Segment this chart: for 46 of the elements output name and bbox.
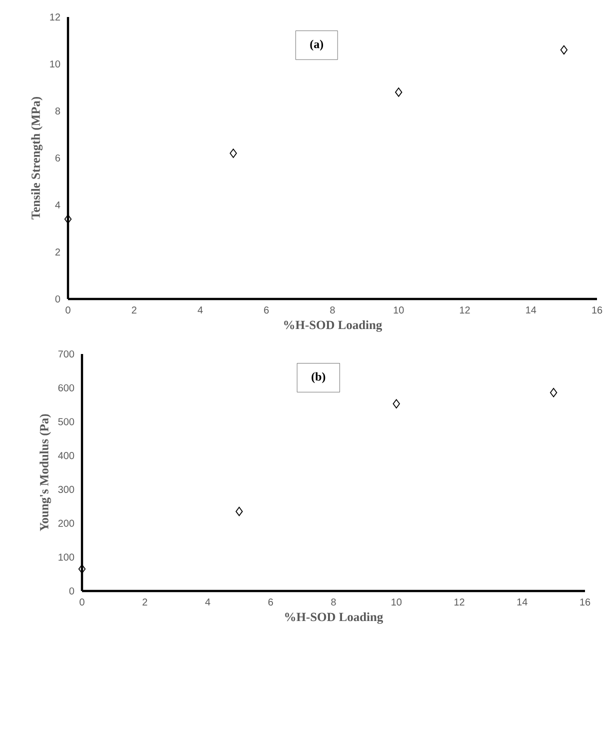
y-tick-label: 4 (55, 202, 60, 208)
y-tick-label: 700 (58, 350, 74, 358)
y-tick-label: 0 (69, 587, 74, 595)
x-axis-title: %H-SOD Loading (285, 612, 384, 624)
x-tick-label: 6 (264, 306, 269, 314)
x-tick-label: 6 (268, 598, 273, 606)
y-tick-label: 10 (50, 60, 60, 68)
y-tick-label: 500 (58, 418, 74, 426)
point (392, 399, 400, 408)
x-tick-label: 14 (526, 306, 536, 314)
point (395, 88, 402, 97)
x-tick-label: 12 (460, 306, 470, 314)
y-tick-label: 300 (58, 486, 74, 493)
y-axis-title: Young's Modulus (Pa) (40, 414, 52, 532)
x-tick-label: 10 (392, 598, 402, 606)
x-tick-label: 16 (580, 598, 590, 606)
x-tick-label: 2 (142, 598, 148, 606)
annotation: (a) (310, 40, 324, 51)
y-axis-title: Tensile Strength (MPa) (31, 96, 43, 220)
y-tick-label: 600 (58, 384, 74, 392)
y-tick-label: 8 (55, 107, 60, 115)
x-tick-label: 4 (205, 598, 210, 606)
x-tick-label: 2 (132, 306, 136, 314)
y-tick-label: 12 (50, 14, 60, 20)
x-tick-label: 14 (517, 598, 528, 606)
x-tick-label: 0 (80, 598, 84, 606)
x-tick-label: 10 (394, 306, 404, 314)
x-tick-label: 16 (592, 306, 602, 314)
point (64, 214, 72, 224)
point (236, 506, 243, 516)
y-tick-label: 200 (58, 520, 74, 527)
y-tick-label: 400 (58, 452, 74, 460)
point (78, 564, 86, 574)
x-tick-label: 8 (330, 306, 335, 314)
y-tick-label: 0 (55, 295, 60, 303)
point (560, 45, 568, 55)
x-tick-label: 4 (198, 306, 203, 314)
x-axis-title: %H-SOD Loading (284, 320, 382, 332)
y-tick-label: 2 (55, 248, 60, 256)
annotation: (b) (312, 372, 326, 384)
x-tick-label: 12 (454, 598, 464, 606)
x-tick-label: 8 (331, 598, 336, 606)
point (550, 388, 558, 398)
y-tick-label: 100 (58, 554, 74, 561)
point (230, 148, 237, 158)
y-tick-label: 6 (55, 154, 60, 162)
